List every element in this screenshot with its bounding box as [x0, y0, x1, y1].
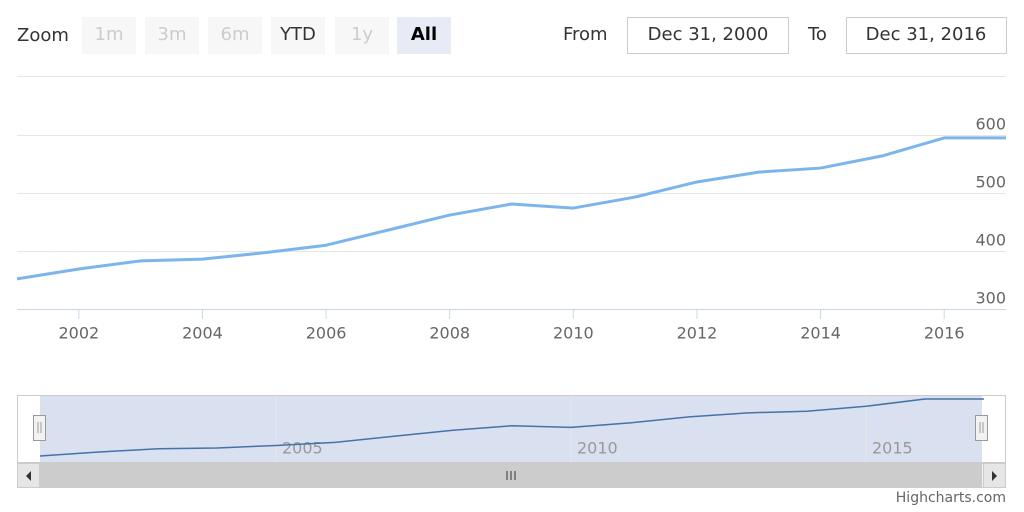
zoom-button[interactable] — [397, 17, 451, 54]
zoom-button[interactable] — [82, 17, 136, 54]
navigator: 2005 2010 2015 — [33, 396, 988, 462]
navigator-handle[interactable] — [33, 415, 46, 441]
scroll-right-arrow — [992, 471, 997, 481]
zoom-button[interactable] — [271, 17, 325, 54]
from-input[interactable] — [627, 17, 789, 54]
to-label: To — [807, 24, 827, 45]
from-label: From — [563, 24, 608, 45]
x-tick-label: 2006 — [306, 324, 347, 343]
navigator-tick-label: 2010 — [577, 439, 618, 458]
y-tick-label: 300 — [975, 289, 1006, 308]
navigator-tick-label: 2005 — [282, 439, 323, 458]
to-input[interactable] — [846, 17, 1007, 54]
zoom-button-label[interactable]: All — [411, 24, 437, 45]
x-tick-label: 2010 — [553, 324, 594, 343]
navigator-handle[interactable] — [975, 415, 988, 441]
zoom-buttons: 1m 3m 6m YTD 1y All — [82, 17, 451, 54]
zoom-button-label[interactable]: 1m — [95, 24, 124, 45]
zoom-button-label[interactable]: 1y — [351, 24, 373, 45]
x-tick-label: 2008 — [429, 324, 470, 343]
scroll-left-arrow — [26, 471, 31, 481]
navigator-outline — [17, 395, 1006, 463]
zoom-button-label[interactable]: 6m — [221, 24, 250, 45]
navigator-selection[interactable] — [40, 396, 982, 462]
x-tick-label: 2016 — [924, 324, 965, 343]
navigator-handle-grip — [979, 422, 984, 433]
from-value[interactable]: Dec 31, 2000 — [648, 24, 769, 45]
y-tick-label: 500 — [975, 173, 1006, 192]
credit[interactable]: Highcharts.com — [896, 490, 1006, 506]
series-line — [16, 136, 1006, 281]
zoom-label: Zoom — [17, 25, 69, 46]
to-value[interactable]: Dec 31, 2016 — [866, 24, 987, 45]
navigator-handle-grip — [37, 422, 42, 433]
zoom-button-label[interactable]: 3m — [158, 24, 187, 45]
zoom-button[interactable] — [335, 17, 389, 54]
zoom-button[interactable] — [145, 17, 199, 54]
y-tick-label: 400 — [975, 231, 1006, 250]
x-tick-label: 2002 — [58, 324, 99, 343]
navigator-tick-label: 2015 — [872, 439, 913, 458]
x-tick-label: 2004 — [182, 324, 223, 343]
x-tick-label: 2014 — [800, 324, 841, 343]
x-tick-label: 2012 — [677, 324, 718, 343]
y-tick-label: 600 — [975, 115, 1006, 134]
scrollbar-grip — [506, 471, 516, 480]
navigator-line — [39, 398, 984, 457]
zoom-button-label[interactable]: YTD — [279, 24, 316, 45]
zoom-button[interactable] — [208, 17, 262, 54]
